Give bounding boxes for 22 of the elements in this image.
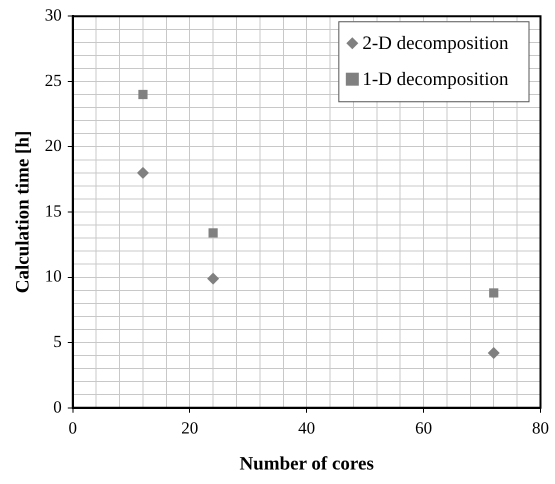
legend-label: 2-D decomposition [362, 33, 509, 54]
y-tick-label: 5 [53, 332, 62, 351]
point [136, 166, 149, 179]
y-tick-label: 0 [53, 397, 62, 416]
y-tick-label: 15 [44, 201, 62, 220]
y-tick-label: 20 [44, 136, 62, 156]
x-axis-title: Number of cores [239, 454, 374, 475]
x-tick-label: 0 [68, 418, 78, 438]
point [207, 272, 220, 285]
legend-label: 1-D decomposition [362, 69, 509, 90]
x-tick-label: 20 [181, 418, 198, 438]
y-axis-title: Calculation time [h] [12, 130, 34, 294]
point [488, 346, 500, 359]
x-tick-label: 60 [415, 418, 432, 438]
point [489, 288, 498, 298]
x-tick-label: 80 [532, 418, 549, 438]
y-tick-label: 30 [44, 6, 62, 25]
x-tick-label: 40 [298, 418, 316, 438]
y-tick-label: 10 [44, 266, 62, 286]
point [208, 228, 218, 238]
y-tick-label: 25 [44, 70, 62, 90]
point [138, 90, 148, 100]
